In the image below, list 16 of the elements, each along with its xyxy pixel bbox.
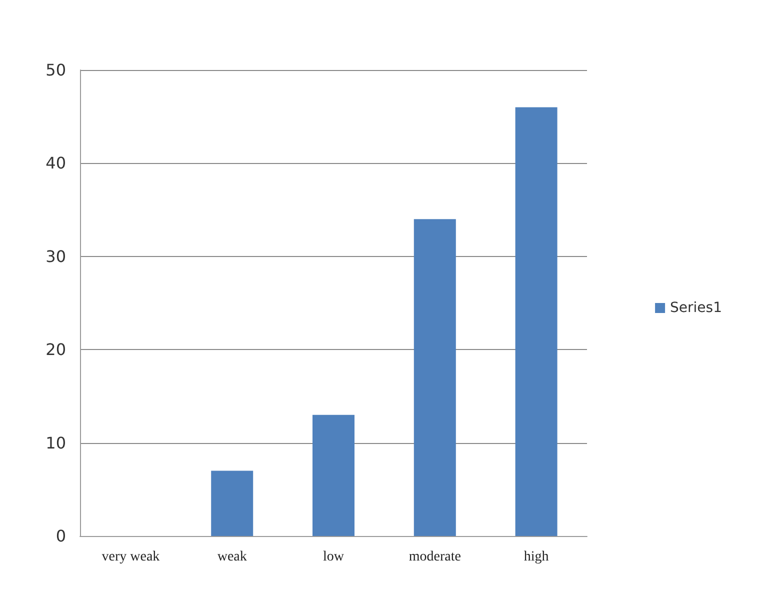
y-tick-label: 50 [46, 60, 66, 80]
bar [211, 470, 254, 536]
x-tick-label: moderate [408, 550, 461, 564]
bar [312, 414, 354, 536]
x-tick-label: low [323, 550, 345, 564]
legend-label: Series1 [670, 300, 722, 316]
x-tick-label: weak [217, 550, 247, 564]
bar [515, 107, 558, 536]
y-tick-label: 10 [46, 433, 66, 452]
y-tick-label: 40 [46, 154, 66, 173]
y-tick-label: 0 [56, 526, 66, 546]
y-tick-label: 30 [46, 246, 66, 266]
x-tick-label: high [524, 550, 549, 564]
x-tick-label: very weak [102, 550, 160, 564]
y-tick-label: 20 [46, 340, 66, 360]
bar [414, 219, 456, 536]
